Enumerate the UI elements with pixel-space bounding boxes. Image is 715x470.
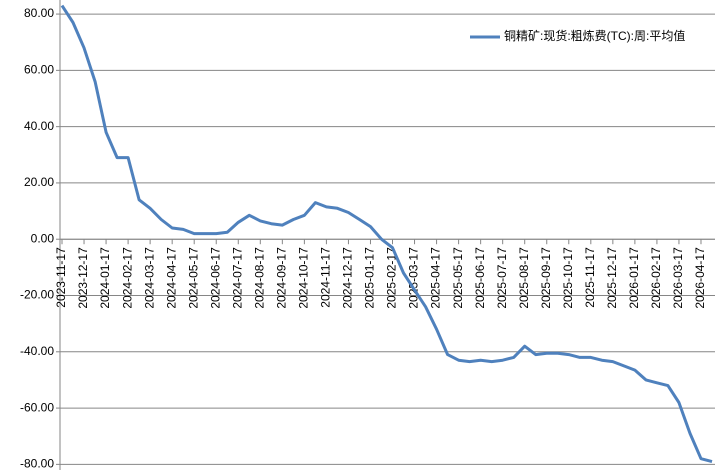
x-tick-label: 2026-03-17 xyxy=(671,247,685,309)
series-line xyxy=(60,4,713,464)
y-tick-label: 40.00 xyxy=(24,119,54,133)
x-tick-label: 2026-02-17 xyxy=(649,247,663,309)
y-tick-label: 0.00 xyxy=(31,231,55,245)
x-tick-label: 2024-06-17 xyxy=(208,247,222,309)
x-tick-label: 2025-05-17 xyxy=(451,247,465,309)
y-tick-label: 20.00 xyxy=(24,175,54,189)
y-tick-label: 80.00 xyxy=(24,6,54,20)
x-tick-label: 2025-11-17 xyxy=(583,247,597,308)
x-tick-label: 2024-10-17 xyxy=(297,247,311,309)
x-tick-label: 2024-03-17 xyxy=(142,247,156,309)
x-tick-label: 2026-01-17 xyxy=(627,247,641,309)
x-tick-label: 2024-04-17 xyxy=(164,247,178,309)
x-tick-label: 2025-04-17 xyxy=(429,247,443,309)
x-tick-label: 2023-11-17 xyxy=(54,247,68,308)
x-tick-label: 2024-01-17 xyxy=(98,247,112,309)
x-tick-label: 2025-07-17 xyxy=(495,247,509,309)
x-tick-label: 2024-09-17 xyxy=(275,247,289,309)
x-tick-label: 2024-05-17 xyxy=(186,247,200,309)
y-tick-label: 60.00 xyxy=(24,63,54,77)
x-tick-label: 2025-10-17 xyxy=(561,247,575,309)
x-tick-label: 2025-02-17 xyxy=(385,247,399,309)
y-tick-label: -80.00 xyxy=(20,457,54,470)
x-tick-label: 2024-07-17 xyxy=(230,247,244,309)
x-tick-label: 2024-02-17 xyxy=(120,247,134,309)
x-tick-label: 2025-12-17 xyxy=(605,247,619,309)
x-tick-label: 2025-09-17 xyxy=(539,247,553,309)
y-tick-label: -40.00 xyxy=(20,344,54,358)
x-tick-label: 2025-01-17 xyxy=(363,247,377,309)
x-tick-label: 2024-08-17 xyxy=(252,247,266,309)
legend-label: 铜精矿:现货:粗炼费(TC):周:平均值 xyxy=(504,28,685,43)
x-tick-label: 2025-03-17 xyxy=(407,247,421,309)
y-tick-label: -60.00 xyxy=(20,400,54,414)
x-tick-label: 2026-04-17 xyxy=(693,247,707,309)
x-tick-label: 2025-08-17 xyxy=(517,247,531,309)
x-tick-label: 2023-12-17 xyxy=(76,247,90,309)
x-tick-label: 2024-11-17 xyxy=(319,247,333,308)
x-tick-label: 2025-06-17 xyxy=(473,247,487,309)
y-tick-label: -20.00 xyxy=(20,288,54,302)
x-tick-label: 2024-12-17 xyxy=(341,247,355,309)
